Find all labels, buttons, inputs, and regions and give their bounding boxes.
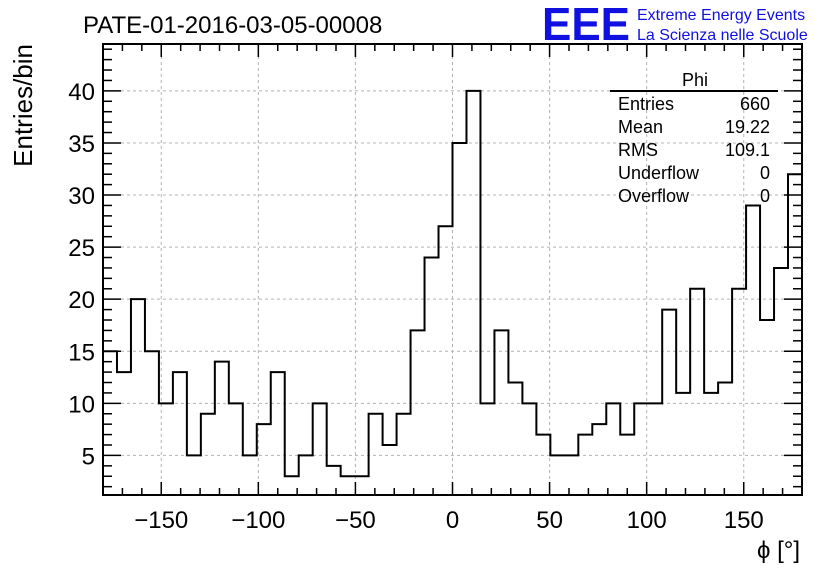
histogram-bar xyxy=(564,455,578,495)
histogram-bar xyxy=(369,414,383,495)
histogram-bar xyxy=(718,383,732,495)
histogram-bar xyxy=(732,289,746,495)
y-tick-label: 40 xyxy=(68,79,95,106)
y-axis-label: Entries/bin xyxy=(8,44,38,167)
histogram-bar xyxy=(159,403,173,495)
histogram-bar xyxy=(466,91,480,495)
histogram-bar xyxy=(620,435,634,495)
stats-row-value: 660 xyxy=(740,94,770,114)
histogram-bar xyxy=(788,174,802,495)
histogram-bar xyxy=(271,372,285,495)
histogram-bar xyxy=(187,455,201,495)
x-axis-ticks: −150 −100 −50 0 50 100 150 xyxy=(121,44,784,534)
histogram-bar xyxy=(397,414,411,495)
stats-row-label: Overflow xyxy=(618,186,690,206)
histogram-bar xyxy=(522,403,536,495)
stats-row-value: 19.22 xyxy=(725,117,770,137)
x-tick-label: 100 xyxy=(627,507,667,534)
eee-logo-mark: EEE xyxy=(542,0,630,50)
x-tick-label: 0 xyxy=(446,507,459,534)
x-tick-label: −50 xyxy=(335,507,376,534)
histogram-bar xyxy=(383,445,397,495)
stats-box: Phi Entries 660 Mean 19.22 RMS 109.1 Underflow… xyxy=(610,70,778,206)
histogram-bar xyxy=(494,330,508,495)
histogram-bar xyxy=(550,455,564,495)
histogram-bar xyxy=(578,435,592,495)
histogram-bar xyxy=(760,320,774,495)
x-tick-label: 50 xyxy=(536,507,563,534)
histogram-bar xyxy=(173,372,187,495)
y-tick-label: 35 xyxy=(68,131,95,158)
x-tick-label: −150 xyxy=(134,507,188,534)
histogram-bar xyxy=(341,476,355,495)
histogram-bar xyxy=(439,226,453,495)
y-tick-label: 20 xyxy=(68,287,95,314)
histogram-bar xyxy=(425,258,439,495)
stats-row-label: RMS xyxy=(618,140,658,160)
y-tick-label: 30 xyxy=(68,183,95,210)
histogram-bar xyxy=(662,310,676,495)
histogram-bar xyxy=(327,466,341,495)
histogram-bar xyxy=(215,362,229,495)
histogram-bar xyxy=(592,424,606,495)
histogram-bar xyxy=(536,435,550,495)
histogram-bar xyxy=(355,476,369,495)
histogram-bar xyxy=(634,403,648,495)
stats-row-label: Entries xyxy=(618,94,674,114)
histogram-bar xyxy=(411,330,425,495)
histogram-bar xyxy=(453,143,467,495)
histogram-bar xyxy=(243,455,257,495)
histogram-outline xyxy=(103,89,802,478)
stats-row-label: Mean xyxy=(618,117,663,137)
histogram-bar xyxy=(704,393,718,495)
histogram-bar xyxy=(201,414,215,495)
eee-logo-line2: La Scienza nelle Scuole xyxy=(637,27,808,44)
x-axis-label: ϕ [°] xyxy=(757,537,800,564)
histogram-bar xyxy=(480,403,494,495)
histogram-bar xyxy=(648,403,662,495)
histogram-bar xyxy=(690,289,704,495)
histogram-bar xyxy=(117,372,131,495)
x-tick-label: 150 xyxy=(724,507,764,534)
y-tick-label: 5 xyxy=(82,443,95,470)
eee-logo: EEE Extreme Energy Events La Scienza nel… xyxy=(542,0,808,50)
y-tick-label: 25 xyxy=(68,235,95,262)
stats-row-value: 0 xyxy=(760,163,770,183)
y-tick-label: 10 xyxy=(68,391,95,418)
stats-row-label: Underflow xyxy=(618,163,700,183)
x-tick-label: −100 xyxy=(231,507,285,534)
histogram-bar xyxy=(774,268,788,495)
histogram-bar xyxy=(145,351,159,495)
y-tick-label: 15 xyxy=(68,339,95,366)
histogram-bar xyxy=(299,455,313,495)
histogram-bar xyxy=(676,393,690,495)
stats-row-value: 0 xyxy=(760,186,770,206)
stats-box-title: Phi xyxy=(682,70,708,90)
chart-title: PATE-01-2016-03-05-00008 xyxy=(83,12,382,39)
stats-row-value: 109.1 xyxy=(725,140,770,160)
y-axis-ticks: 5 10 15 20 25 30 35 40 xyxy=(68,48,802,488)
histogram-bar xyxy=(131,299,145,495)
histogram-bar xyxy=(508,383,522,495)
histogram-bar xyxy=(606,403,620,495)
histogram-bar xyxy=(229,403,243,495)
eee-logo-line1: Extreme Energy Events xyxy=(637,7,805,24)
stats-box-rows: Entries 660 Mean 19.22 RMS 109.1 Underflow 0 Ove… xyxy=(618,94,770,206)
histogram-bar xyxy=(313,403,327,495)
histogram-bar xyxy=(746,205,760,495)
